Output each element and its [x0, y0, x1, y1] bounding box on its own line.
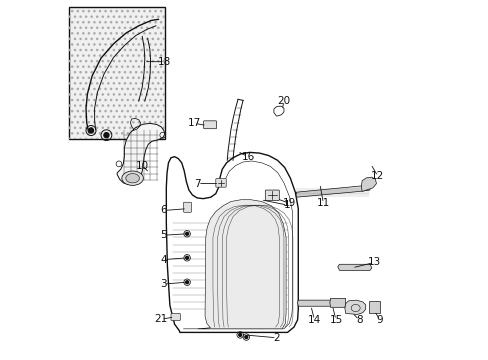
Text: 10: 10: [136, 161, 148, 171]
Circle shape: [104, 133, 109, 138]
Text: 20: 20: [277, 96, 290, 106]
Text: 11: 11: [316, 198, 329, 208]
FancyBboxPatch shape: [265, 190, 279, 201]
Circle shape: [185, 256, 188, 259]
Text: 21: 21: [154, 314, 167, 324]
Ellipse shape: [122, 171, 143, 185]
Circle shape: [185, 232, 188, 235]
Polygon shape: [337, 264, 371, 270]
Polygon shape: [296, 185, 369, 197]
Polygon shape: [297, 300, 341, 306]
Bar: [69, 7, 164, 139]
Circle shape: [244, 336, 247, 338]
Text: 15: 15: [328, 315, 342, 325]
FancyBboxPatch shape: [183, 202, 191, 212]
Text: 6: 6: [160, 206, 167, 216]
Text: 19: 19: [282, 198, 295, 208]
Text: 3: 3: [160, 279, 167, 289]
Polygon shape: [198, 200, 285, 329]
Bar: [69, 7, 164, 139]
Polygon shape: [361, 177, 376, 192]
Text: 8: 8: [355, 315, 362, 325]
Ellipse shape: [125, 174, 139, 183]
Text: 2: 2: [273, 333, 280, 343]
Text: 5: 5: [160, 230, 167, 240]
Text: 13: 13: [367, 257, 380, 267]
Text: 7: 7: [194, 179, 201, 189]
Polygon shape: [344, 300, 365, 315]
Text: 9: 9: [376, 315, 383, 325]
FancyBboxPatch shape: [171, 314, 180, 320]
Text: 1: 1: [284, 200, 290, 210]
Circle shape: [88, 128, 93, 133]
Text: 18: 18: [158, 57, 171, 67]
Text: 4: 4: [160, 255, 167, 265]
FancyBboxPatch shape: [215, 179, 226, 187]
Text: 16: 16: [241, 152, 254, 162]
Text: 12: 12: [370, 171, 384, 181]
FancyBboxPatch shape: [203, 121, 216, 129]
Circle shape: [238, 333, 241, 336]
Text: 17: 17: [187, 118, 201, 128]
Bar: [368, 301, 379, 313]
Text: 14: 14: [307, 315, 321, 325]
Polygon shape: [117, 123, 164, 184]
Polygon shape: [329, 298, 345, 307]
Circle shape: [185, 281, 188, 284]
